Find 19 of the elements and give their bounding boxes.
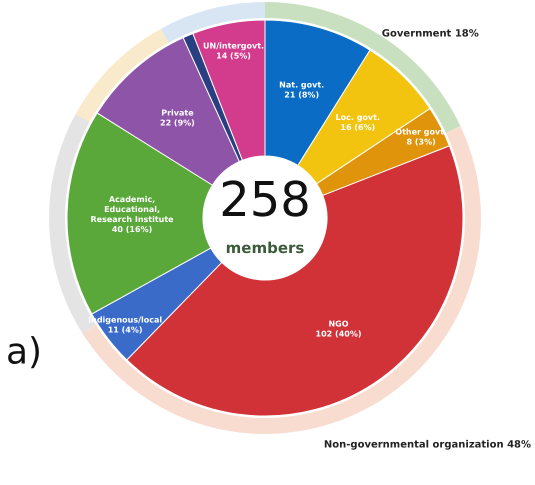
text: members <box>226 239 304 257</box>
data-label: 40 (16%) <box>112 224 152 234</box>
slice-label: Loc. govt. <box>336 113 380 122</box>
slice-label: UN/intergovt. <box>203 42 264 51</box>
slice-label: NGO <box>328 319 349 328</box>
data-label: 21 (8%) <box>284 90 320 100</box>
data-label: 14 (5%) <box>216 52 251 61</box>
slice-label: Nat. govt. <box>279 80 324 90</box>
slice-label: Government 18% <box>382 28 479 40</box>
slice-label: Private <box>161 108 194 118</box>
data-label: 8 (3%) <box>406 137 436 146</box>
text: 258 <box>219 172 311 228</box>
slice-label: Academic, Educational, Research Institute <box>90 194 174 224</box>
slice-label: Non-governmental organization 48% <box>324 440 532 450</box>
text: a) <box>6 332 42 372</box>
data-label: 16 (6%) <box>340 123 376 132</box>
data-label: 11 (4%) <box>108 325 143 334</box>
data-label: 22 (9%) <box>160 118 195 128</box>
data-label: 102 (40%) <box>316 329 362 338</box>
